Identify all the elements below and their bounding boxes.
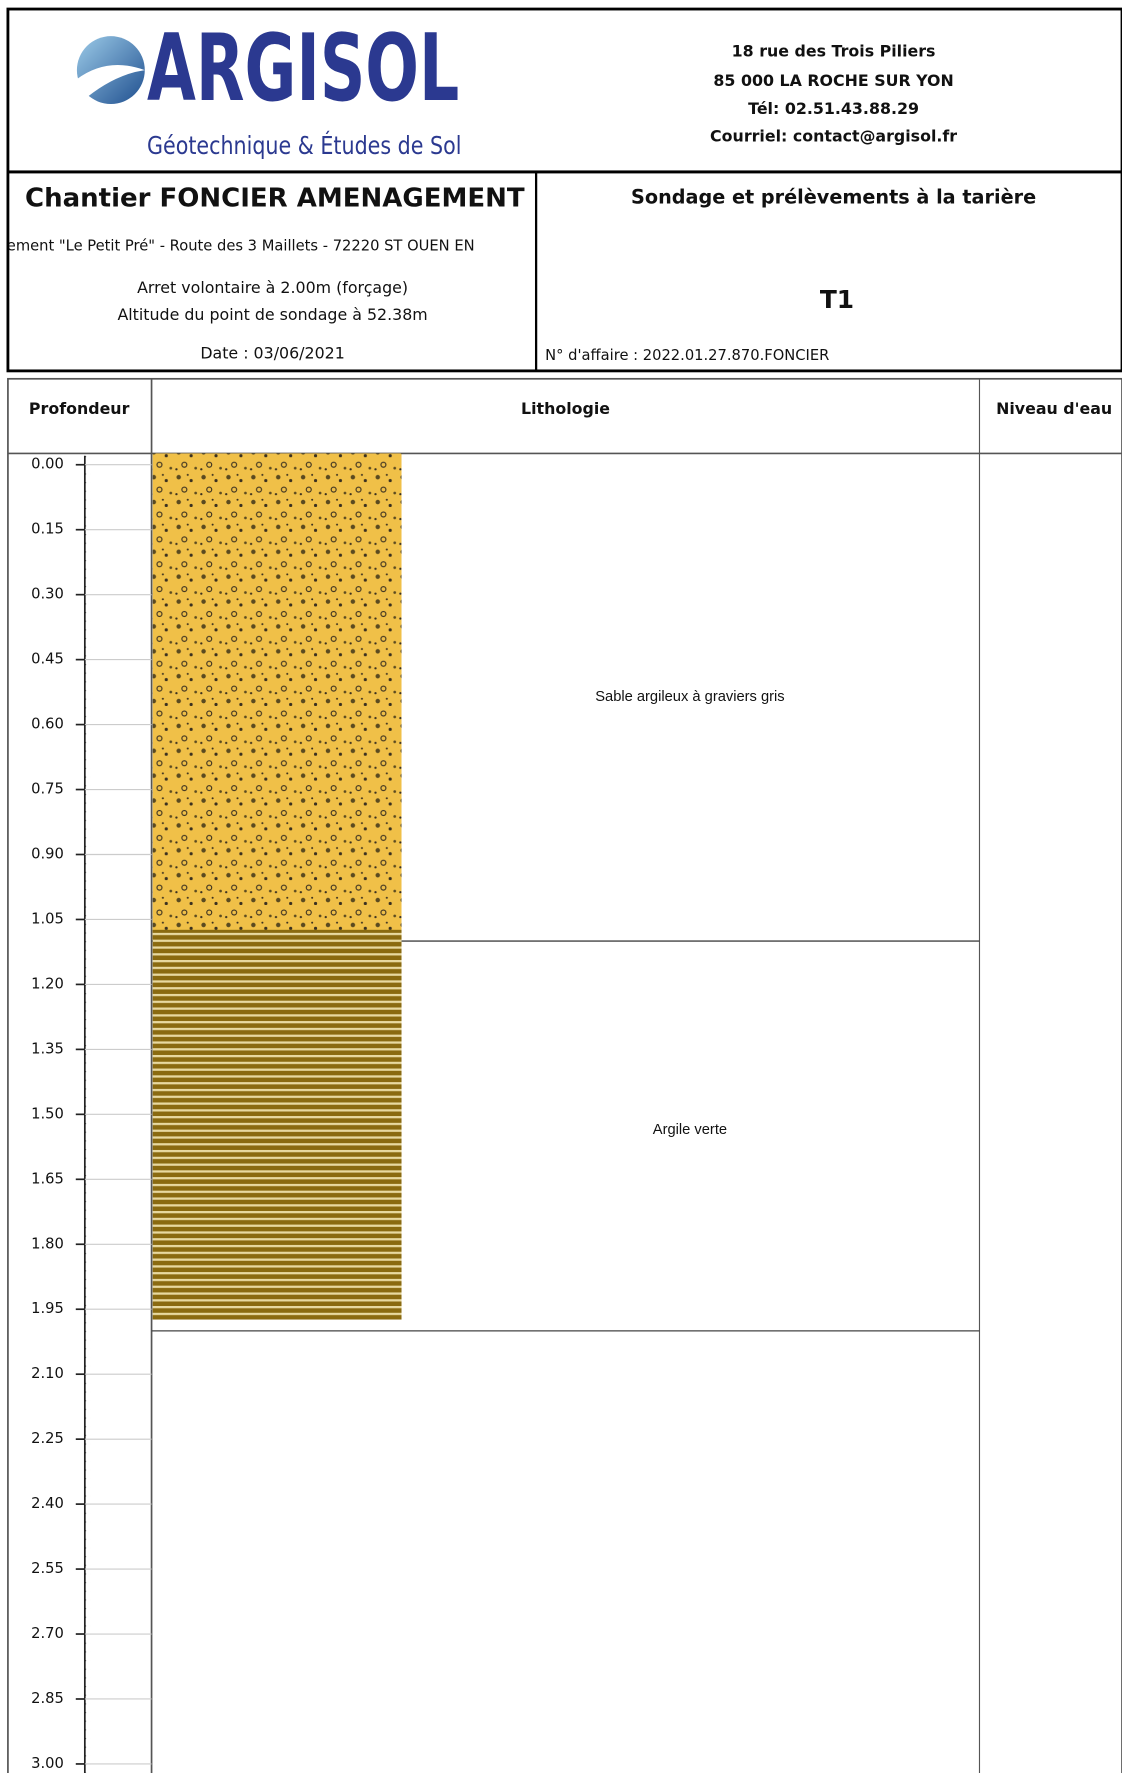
logo-name: ARGISOL	[147, 14, 459, 122]
site-location: ement "Le Petit Pré" - Route des 3 Maill…	[7, 238, 475, 255]
depth-label: 3.00	[31, 1755, 64, 1772]
depth-label: 0.90	[31, 846, 64, 863]
info: Chantier FONCIER AMENAGEMENT ement "Le P…	[6, 170, 1122, 373]
layer-description: Argile verte	[653, 1122, 727, 1138]
site-date: Date : 03/06/2021	[200, 343, 344, 362]
address-line: Tél: 02.51.43.88.29	[748, 99, 919, 118]
column-header: Niveau d'eau	[996, 399, 1112, 418]
depth-label: 0.00	[31, 456, 64, 473]
site-stop: Arret volontaire à 2.00m (forçage)	[137, 278, 408, 297]
survey-title: Sondage et prélèvements à la tarière	[631, 185, 1036, 208]
depth-label: 1.20	[31, 975, 64, 992]
logo-tagline: Géotechnique & Études de Sol	[147, 131, 461, 160]
logo-wave	[76, 65, 145, 102]
address-line: 18 rue des Trois Piliers	[732, 42, 936, 61]
depth-label: 1.05	[31, 910, 64, 927]
depth-label: 0.75	[31, 781, 64, 798]
survey-id: T1	[820, 285, 854, 314]
depth-label: 2.85	[31, 1690, 64, 1707]
address-line: Courriel: contact@argisol.fr	[710, 126, 957, 145]
layer-description: Sable argileux à graviers gris	[595, 689, 784, 705]
depth-label: 1.80	[31, 1235, 64, 1252]
depth-label: 0.30	[31, 586, 64, 603]
depth-label: 1.50	[31, 1105, 64, 1122]
depth-label: 0.45	[31, 651, 64, 668]
depth-label: 0.15	[31, 521, 64, 538]
survey-reference: N° d'affaire : 2022.01.27.870.FONCIER	[545, 347, 829, 364]
depth-label: 1.35	[31, 1040, 64, 1057]
depth-label: 1.95	[31, 1300, 64, 1317]
depth-label: 2.25	[31, 1430, 64, 1447]
depth-label: 1.65	[31, 1170, 64, 1187]
site-title: Chantier FONCIER AMENAGEMENT	[25, 184, 525, 214]
info-box	[6, 170, 1122, 373]
layer-pattern	[152, 453, 402, 942]
depth-label: 0.60	[31, 716, 64, 733]
depth-label: 2.10	[31, 1365, 64, 1382]
layer-pattern	[152, 929, 402, 1320]
column-header: Profondeur	[29, 399, 130, 418]
depth-label: 2.40	[31, 1495, 64, 1512]
header: ARGISOL Géotechnique & Études de Sol 18 …	[6, 7, 1122, 174]
log: Profondeur Lithologie Niveau d'eau 0.00 0…	[7, 377, 1122, 1773]
depth-label: 2.55	[31, 1560, 64, 1577]
site-altitude: Altitude du point de sondage à 52.38m	[117, 305, 427, 324]
log-box	[7, 377, 1122, 1773]
depth-label: 2.70	[31, 1625, 64, 1642]
column-header: Lithologie	[521, 399, 610, 418]
address-line: 85 000 LA ROCHE SUR YON	[713, 71, 953, 90]
